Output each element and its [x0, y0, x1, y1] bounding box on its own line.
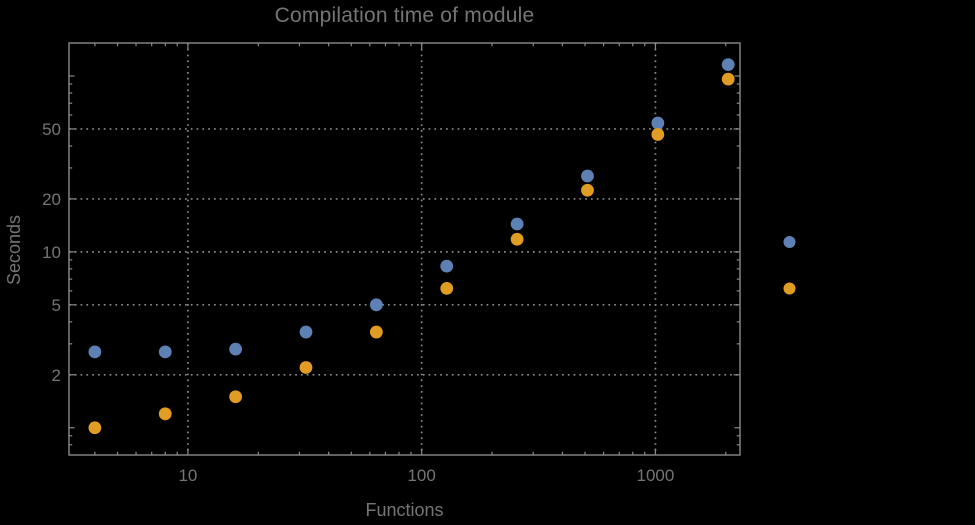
data-point-series-orange [299, 361, 313, 374]
data-point-series-blue [369, 298, 383, 312]
data-point-series-blue [651, 116, 665, 130]
y-axis-label: Seconds [4, 214, 24, 286]
data-point-series-orange [229, 390, 243, 404]
data-point-series-orange [440, 281, 454, 295]
chart-title: Compilation time of module [274, 4, 535, 27]
data-point-series-orange [581, 183, 594, 197]
legend-marker [783, 282, 796, 295]
data-point-series-blue [88, 345, 102, 359]
x-tick-label: 1000 [637, 466, 675, 485]
data-point-series-blue [581, 169, 594, 183]
y-tick-label: 2 [52, 366, 61, 385]
plot-frame [68, 42, 741, 456]
y-tick-label: 20 [42, 190, 61, 209]
data-point-series-orange [158, 407, 172, 421]
data-point-series-blue [440, 259, 454, 273]
data-point-series-blue [299, 325, 313, 339]
data-point-series-orange [88, 421, 102, 435]
x-axis-label: Functions [365, 500, 444, 520]
data-point-series-orange [510, 232, 524, 246]
data-point-series-blue [510, 217, 524, 231]
legend-marker [783, 236, 796, 248]
data-point-series-blue [158, 345, 172, 359]
data-point-series-orange [651, 128, 665, 141]
x-tick-label: 100 [407, 466, 435, 485]
data-point-series-orange [721, 72, 735, 86]
y-tick-label: 10 [42, 243, 61, 262]
data-point-series-orange [369, 325, 383, 339]
y-tick-label: 50 [42, 120, 61, 139]
data-point-series-blue [229, 342, 243, 356]
data-point-series-blue [721, 58, 735, 72]
y-tick-label: 5 [52, 296, 61, 315]
x-tick-label: 10 [178, 466, 197, 485]
